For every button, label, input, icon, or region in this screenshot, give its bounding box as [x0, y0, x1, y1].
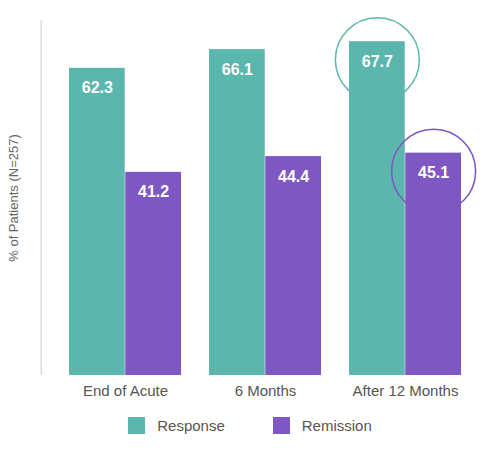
- svg-text:66.1: 66.1: [222, 61, 253, 78]
- svg-text:41.2: 41.2: [138, 183, 169, 200]
- svg-text:6 Months: 6 Months: [235, 382, 297, 399]
- svg-text:44.4: 44.4: [278, 168, 309, 185]
- svg-text:62.3: 62.3: [82, 79, 113, 96]
- html-text:% of Patients (N=257): % of Patients (N=257): [5, 133, 21, 262]
- html-text:Response: Response: [157, 417, 225, 434]
- svg-text:45.1: 45.1: [418, 164, 449, 181]
- svg-text:After 12 Months: After 12 Months: [353, 382, 459, 399]
- svg-text:67.7: 67.7: [362, 53, 393, 70]
- html-text:Remission: Remission: [301, 417, 372, 434]
- svg-text:End of Acute: End of Acute: [83, 382, 168, 399]
